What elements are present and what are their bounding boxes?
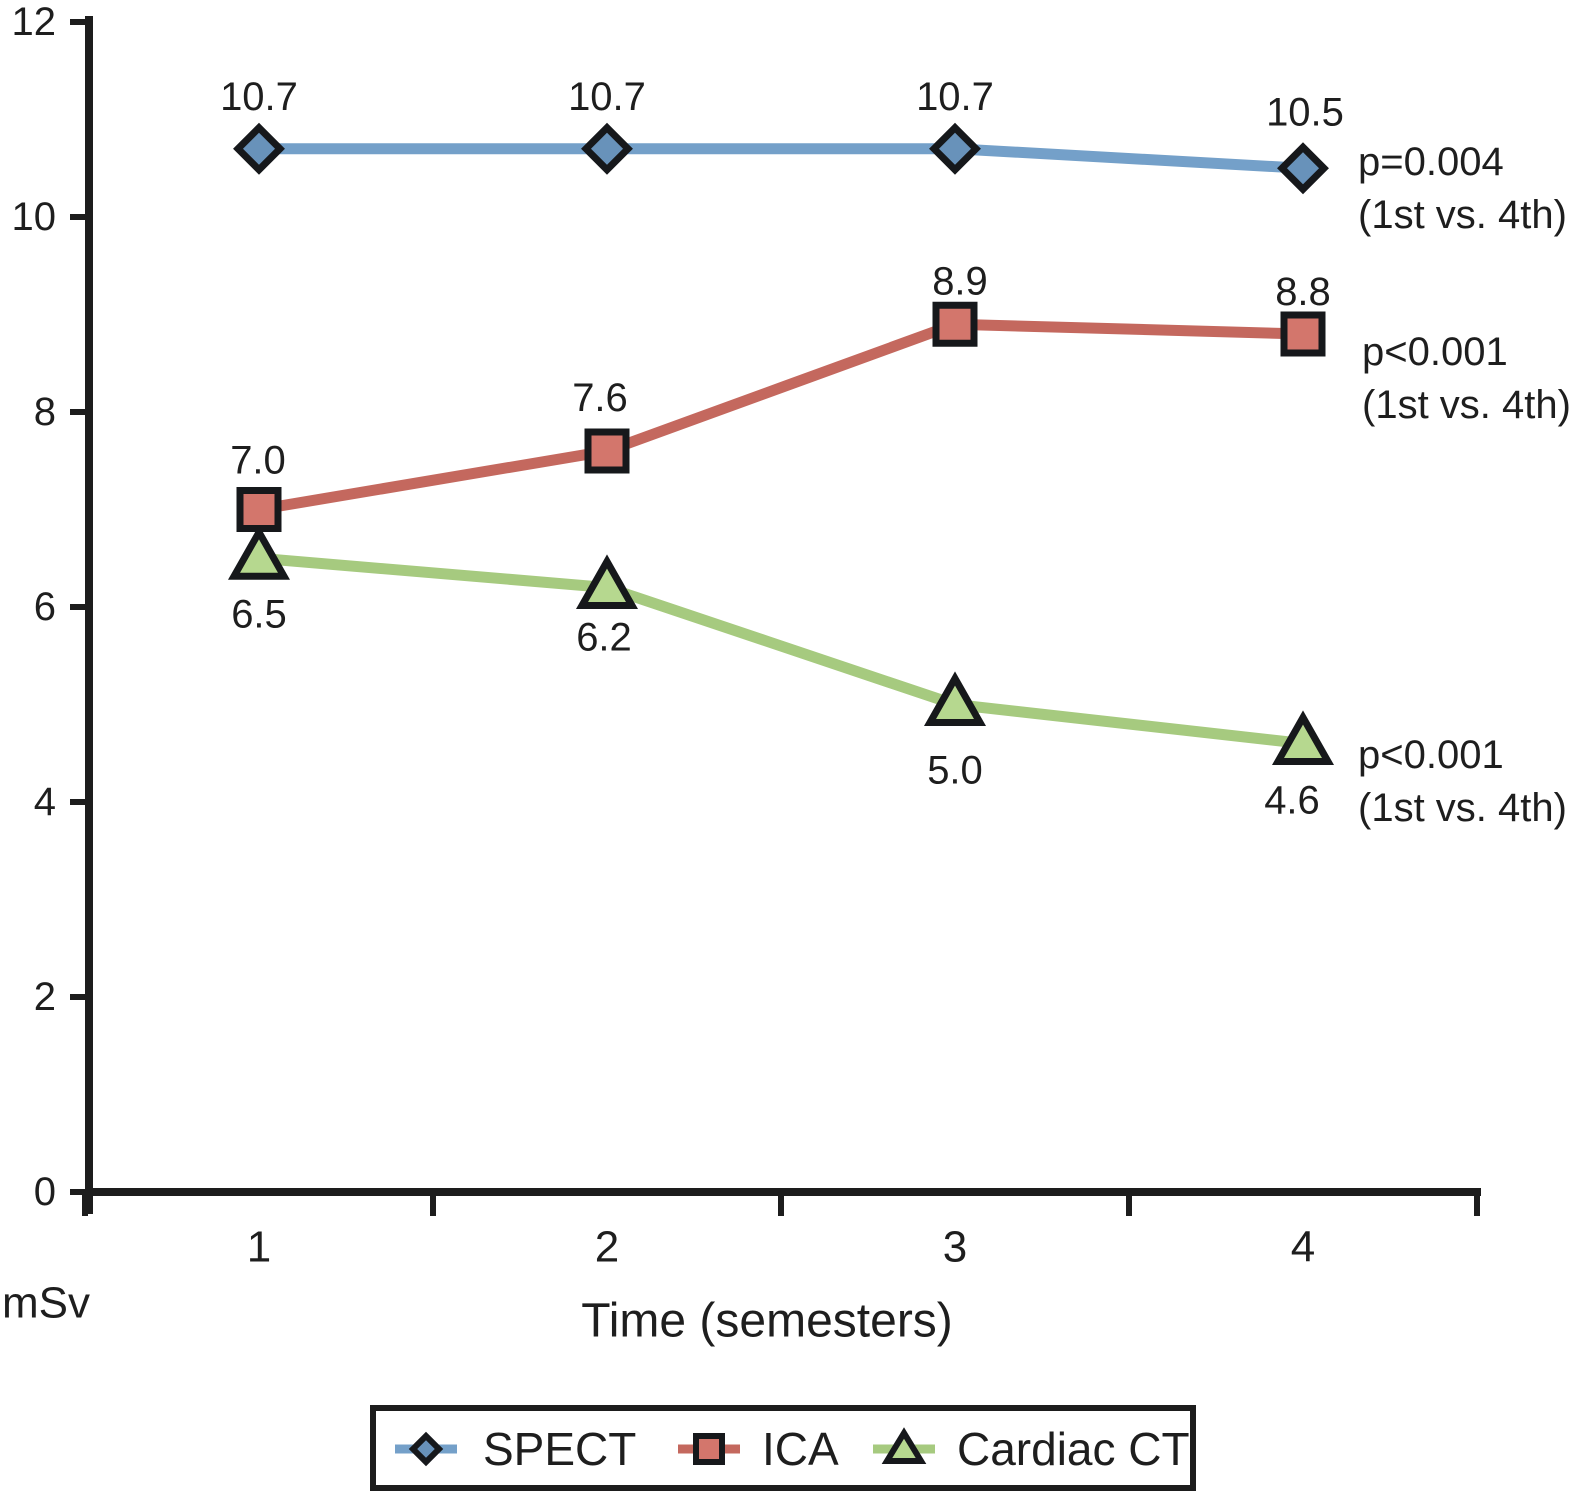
y-tick-label: 6: [34, 585, 56, 629]
p-value-annotation: (1st vs. 4th): [1362, 383, 1571, 427]
triangle-marker: [575, 554, 639, 609]
diamond-marker: [581, 122, 633, 175]
legend: SPECT ICA Cardiac CT: [370, 1405, 1196, 1491]
square-marker: [1280, 311, 1326, 357]
triangle-marker: [1271, 710, 1335, 765]
data-label: 10.5: [1266, 90, 1344, 134]
series-line: [259, 143, 1304, 174]
x-tick-label: 1: [247, 1223, 271, 1272]
y-axis-unit-label: mSv: [2, 1279, 90, 1328]
y-tick-label: 10: [12, 195, 57, 239]
data-label: 4.6: [1264, 779, 1320, 823]
square-marker: [236, 487, 282, 532]
data-label: 7.0: [230, 439, 286, 483]
axes: [70, 16, 1481, 1216]
legend-label: Cardiac CT: [957, 1423, 1190, 1475]
data-label: 6.2: [576, 616, 632, 660]
y-tick-label: 4: [34, 780, 56, 824]
x-tick-label: 3: [943, 1223, 967, 1272]
square-marker: [584, 428, 630, 474]
data-label: 10.7: [568, 75, 646, 119]
diamond-marker: [929, 122, 981, 175]
data-label: 6.5: [231, 592, 287, 636]
legend-box: [370, 1405, 1196, 1491]
x-tick-label: 2: [595, 1223, 619, 1272]
diamond-marker: [408, 1431, 444, 1467]
data-label: 5.0: [927, 749, 983, 793]
series-cardiac-ct: 6.5 6.2 5.0 4.6 p<0.001 (1st vs. 4th): [227, 525, 1567, 830]
data-label: 8.9: [932, 259, 988, 303]
data-label: 10.7: [220, 75, 298, 119]
series-ica: 7.0 7.6 8.9 8.8 p<0.001 (1st vs. 4th): [230, 259, 1571, 532]
legend-item-ica: ICA: [678, 1423, 839, 1475]
x-tick-label: 4: [1291, 1223, 1315, 1272]
triangle-marker: [923, 671, 987, 726]
legend-item-cardiac-ct: Cardiac CT: [873, 1423, 1190, 1475]
y-tick-label: 2: [34, 975, 56, 1019]
y-tick-label: 8: [34, 390, 56, 434]
legend-item-spect: SPECT: [395, 1423, 636, 1475]
p-value-annotation: p=0.004: [1358, 140, 1504, 184]
p-value-annotation: p<0.001: [1358, 733, 1504, 777]
square-marker: [932, 301, 978, 347]
diamond-marker: [1277, 142, 1329, 195]
series-spect: 10.7 10.7 10.7 10.5 p=0.004 (1st vs. 4th): [220, 75, 1567, 237]
p-value-annotation: (1st vs. 4th): [1358, 786, 1567, 830]
p-value-annotation: p<0.001: [1362, 330, 1508, 374]
legend-label: SPECT: [483, 1423, 636, 1475]
x-axis-title: Time (semesters): [581, 1295, 953, 1348]
series-line: [258, 552, 1304, 749]
square-marker: [693, 1433, 725, 1465]
legend-label: ICA: [762, 1423, 839, 1475]
series-line: [258, 318, 1304, 515]
triangle-marker: [227, 525, 291, 580]
y-tick-label: 12: [12, 0, 57, 44]
data-label: 7.6: [572, 376, 628, 420]
y-tick-label: 0: [34, 1170, 56, 1214]
triangle-marker: [881, 1427, 927, 1464]
diamond-marker: [233, 122, 285, 175]
data-label: 8.8: [1275, 270, 1331, 314]
p-value-annotation: (1st vs. 4th): [1358, 193, 1567, 237]
data-label: 10.7: [916, 75, 994, 119]
